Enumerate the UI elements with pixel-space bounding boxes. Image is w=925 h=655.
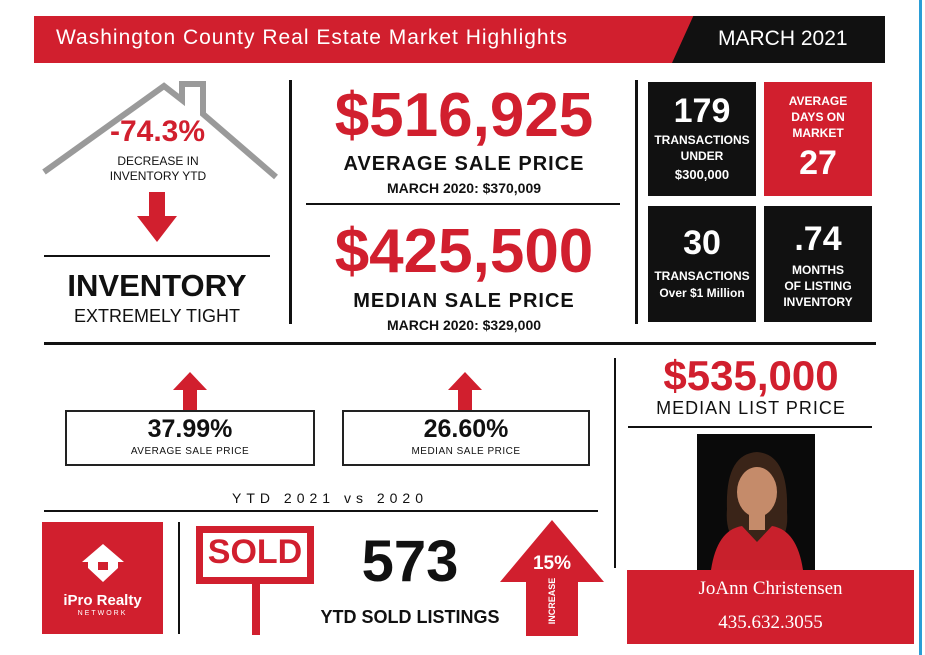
tile-dom-value: 27 bbox=[799, 144, 837, 182]
tile-dom-line2: DAYS ON bbox=[791, 110, 845, 124]
tile-months-value: .74 bbox=[794, 220, 842, 258]
ytd-average-label: AVERAGE SALE PRICE bbox=[130, 446, 250, 457]
tile-under-300k-value: 179 bbox=[673, 92, 731, 130]
tile-under-300k-line1: TRANSACTIONS bbox=[654, 133, 750, 147]
vertical-divider-4 bbox=[178, 522, 180, 634]
inventory-divider bbox=[44, 255, 270, 257]
average-sale-prior: MARCH 2020: $370,009 bbox=[386, 180, 542, 196]
ytd-average-pct: 37.99% bbox=[147, 415, 233, 443]
average-sale-label: AVERAGE SALE PRICE bbox=[343, 153, 585, 175]
up-arrow-icon bbox=[173, 372, 207, 412]
page-edge-stripe bbox=[919, 0, 922, 655]
brand-logo: iPro Realty NETWORK bbox=[42, 522, 163, 634]
sold-label: YTD SOLD LISTINGS bbox=[320, 607, 500, 627]
tile-under-300k: 179 TRANSACTIONS UNDER $300,000 bbox=[648, 82, 756, 196]
ytd-median-box bbox=[342, 410, 590, 466]
increase-arrow-icon bbox=[500, 520, 604, 636]
median-list-divider bbox=[628, 426, 872, 428]
report-month: MARCH 2021 bbox=[718, 27, 848, 50]
tile-days-on-market: AVERAGE DAYS ON MARKET 27 bbox=[764, 82, 872, 196]
tile-months-line1: MONTHS bbox=[792, 263, 844, 277]
vertical-divider-2 bbox=[635, 80, 638, 324]
average-sale-value: $516,925 bbox=[334, 81, 594, 150]
inventory-heading: INVENTORY bbox=[67, 268, 247, 303]
sold-sign-post bbox=[252, 580, 260, 635]
up-arrow-icon bbox=[448, 372, 482, 412]
agent-contact-card: JoAnn Christensen 435.632.3055 bbox=[627, 570, 914, 644]
mid-divider bbox=[44, 342, 876, 345]
sold-sign bbox=[196, 526, 314, 584]
inventory-change-label-2: INVENTORY YTD bbox=[109, 169, 207, 183]
agent-name: JoAnn Christensen bbox=[698, 578, 843, 599]
down-arrow-icon bbox=[137, 192, 177, 242]
header-month-banner bbox=[672, 16, 885, 63]
agent-photo bbox=[697, 434, 815, 570]
sale-divider bbox=[306, 203, 620, 205]
sold-sign-text: SOLD bbox=[207, 533, 303, 571]
tile-over-1m-line2: Over $1 Million bbox=[659, 286, 745, 300]
tile-months-inventory: .74 MONTHS OF LISTING INVENTORY bbox=[764, 206, 872, 322]
tile-dom-line1: AVERAGE bbox=[788, 94, 848, 108]
increase-pct: 15% bbox=[532, 553, 572, 574]
increase-label: INCREASE bbox=[547, 577, 557, 625]
median-sale-value: $425,500 bbox=[334, 217, 594, 286]
tile-over-1m-value: 30 bbox=[683, 224, 721, 262]
brand-network: NETWORK bbox=[77, 610, 128, 617]
tile-under-300k-line3: $300,000 bbox=[674, 167, 730, 182]
inventory-change-label-1: DECREASE IN bbox=[117, 154, 199, 168]
tile-under-300k-line2: UNDER bbox=[680, 149, 724, 163]
tile-months-line3: INVENTORY bbox=[783, 295, 853, 309]
ytd-median-pct: 26.60% bbox=[423, 415, 509, 443]
ytd-caption: YTD 2021 vs 2020 bbox=[232, 490, 428, 506]
inventory-change-pct: -74.3% bbox=[109, 115, 206, 148]
brand-name: iPro Realty bbox=[63, 592, 142, 609]
agent-phone[interactable]: 435.632.3055 bbox=[718, 612, 823, 633]
vertical-divider-1 bbox=[289, 80, 292, 324]
median-sale-label: MEDIAN SALE PRICE bbox=[353, 290, 575, 312]
tile-months-line2: OF LISTING bbox=[784, 279, 852, 293]
inventory-subheading: EXTREMELY TIGHT bbox=[73, 306, 241, 326]
median-list-value: $535,000 bbox=[663, 352, 839, 399]
sold-count: 573 bbox=[361, 529, 459, 594]
house-outline-icon bbox=[42, 81, 278, 180]
tile-dom-line3: MARKET bbox=[792, 126, 844, 140]
ytd-average-box bbox=[65, 410, 315, 466]
ytd-divider bbox=[44, 510, 598, 512]
page-title: Washington County Real Estate Market Hig… bbox=[56, 26, 568, 49]
vertical-divider-3 bbox=[614, 358, 616, 568]
tile-over-1m-line1: TRANSACTIONS bbox=[654, 269, 750, 283]
median-sale-prior: MARCH 2020: $329,000 bbox=[386, 317, 542, 333]
house-logo-icon bbox=[82, 544, 124, 582]
tile-over-1m: 30 TRANSACTIONS Over $1 Million bbox=[648, 206, 756, 322]
median-list-label: MEDIAN LIST PRICE bbox=[656, 398, 846, 418]
header-banner bbox=[34, 16, 724, 63]
ytd-median-label: MEDIAN SALE PRICE bbox=[411, 446, 521, 457]
